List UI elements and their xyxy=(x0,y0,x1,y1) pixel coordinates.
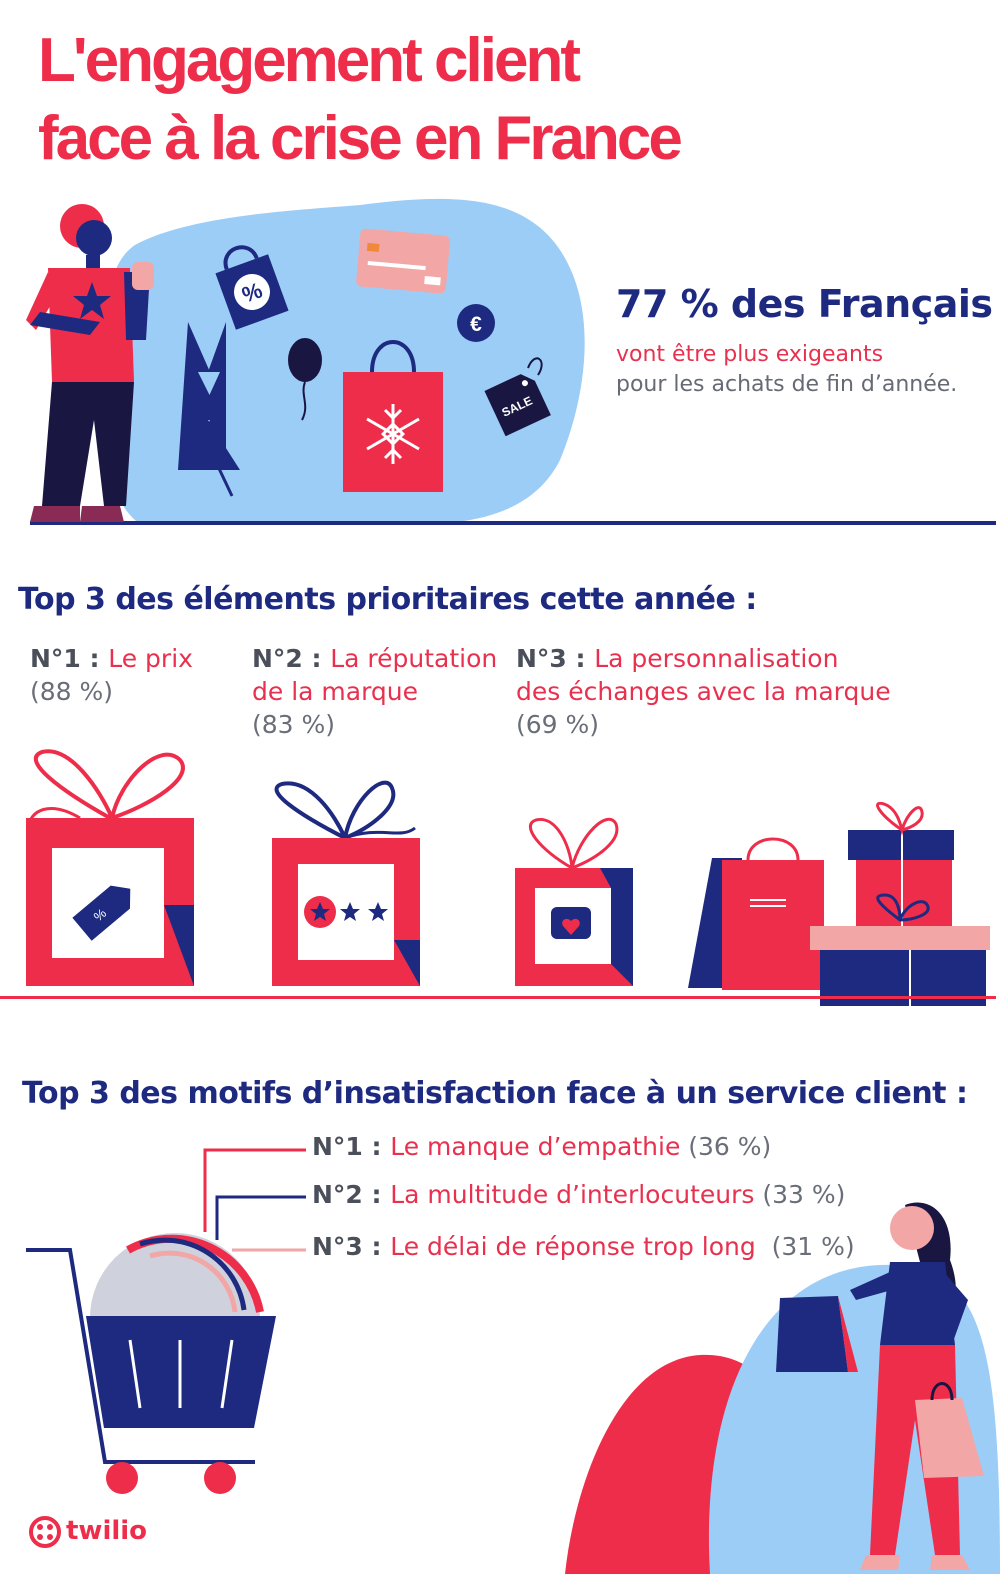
divider-line-2 xyxy=(0,996,996,999)
shopping-bag-gifts-icon xyxy=(688,801,990,1006)
woman-figure xyxy=(776,1202,984,1570)
reason-percent: (36 %) xyxy=(680,1132,772,1161)
priority-item-2: N°2 : La réputation de la marque (83 %) xyxy=(252,642,497,741)
dissatisfaction-item-3: N°3 : Le délai de réponse trop long (31 … xyxy=(312,1232,855,1261)
gift-box-personalisation-icon xyxy=(515,817,633,986)
priority-number: N°2 : xyxy=(252,644,331,673)
reason-label: Le délai de réponse trop long xyxy=(390,1232,756,1261)
price-tag-icon: % xyxy=(72,885,131,941)
priority-number: N°3 : xyxy=(516,644,595,673)
priority-label: La réputation xyxy=(330,644,498,673)
title-line-2: face à la crise en France xyxy=(38,104,683,173)
priority-label-2: de la marque xyxy=(252,677,419,706)
reason-label: La multitude d’interlocuteurs xyxy=(390,1180,755,1209)
brand-name: twilio xyxy=(66,1516,148,1546)
page-title: L'engagement client face à la crise en F… xyxy=(38,22,838,178)
stat-line-2: pour les achats de fin d’année. xyxy=(616,372,958,397)
euro-coin-icon: € xyxy=(457,304,495,342)
priority-label-2: des échanges avec la marque xyxy=(516,677,891,706)
tree-icon xyxy=(178,322,240,497)
discount-bag-icon: % xyxy=(215,245,289,330)
priority-item-3: N°3 : La personnalisation des échanges a… xyxy=(516,642,891,741)
priorities-title: Top 3 des éléments prioritaires cette an… xyxy=(18,582,757,617)
gift-box-price-icon: % xyxy=(26,749,194,986)
euro-symbol: € xyxy=(470,313,482,336)
man-figure xyxy=(26,204,154,522)
reason-percent: (33 %) xyxy=(754,1180,846,1209)
priority-item-1: N°1 : Le prix (88 %) xyxy=(30,642,193,708)
reason-number: N°1 : xyxy=(312,1132,391,1161)
snowflake-icon xyxy=(366,404,420,464)
balloon-icon xyxy=(288,338,322,421)
gift-box-reputation-icon xyxy=(272,780,420,986)
divider-line xyxy=(30,521,996,525)
dissatisfaction-item-1: N°1 : Le manque d’empathie (36 %) xyxy=(312,1132,771,1161)
reason-number: N°2 : xyxy=(312,1180,391,1209)
stat-line-1: vont être plus exigeants xyxy=(616,342,884,367)
stat-headline: 77 % des Français xyxy=(616,282,993,326)
priority-percent: (88 %) xyxy=(30,677,114,706)
sale-tag-icon: SALE xyxy=(484,374,551,437)
priority-label: La personnalisation xyxy=(594,644,839,673)
twilio-logo[interactable]: twilio xyxy=(30,1516,147,1546)
reason-percent: (31 %) xyxy=(755,1232,855,1261)
credit-card-icon xyxy=(356,228,450,294)
reason-label: Le manque d’empathie xyxy=(390,1132,681,1161)
reason-number: N°3 : xyxy=(312,1232,391,1261)
priority-label: Le prix xyxy=(108,644,193,673)
background-blob xyxy=(97,198,585,524)
dissatisfaction-title: Top 3 des motifs d’insatisfaction face à… xyxy=(22,1076,968,1111)
priority-number: N°1 : xyxy=(30,644,109,673)
priority-percent: (69 %) xyxy=(516,710,600,739)
dissatisfaction-item-2: N°2 : La multitude d’interlocuteurs (33 … xyxy=(312,1180,845,1209)
leader-lines xyxy=(203,1148,306,1252)
title-line-1: L'engagement client xyxy=(38,26,581,95)
twilio-logo-icon xyxy=(29,1516,61,1548)
snowflake-bag-icon xyxy=(343,340,443,492)
priority-percent: (83 %) xyxy=(252,710,336,739)
shopping-cart-chart xyxy=(26,1233,276,1494)
